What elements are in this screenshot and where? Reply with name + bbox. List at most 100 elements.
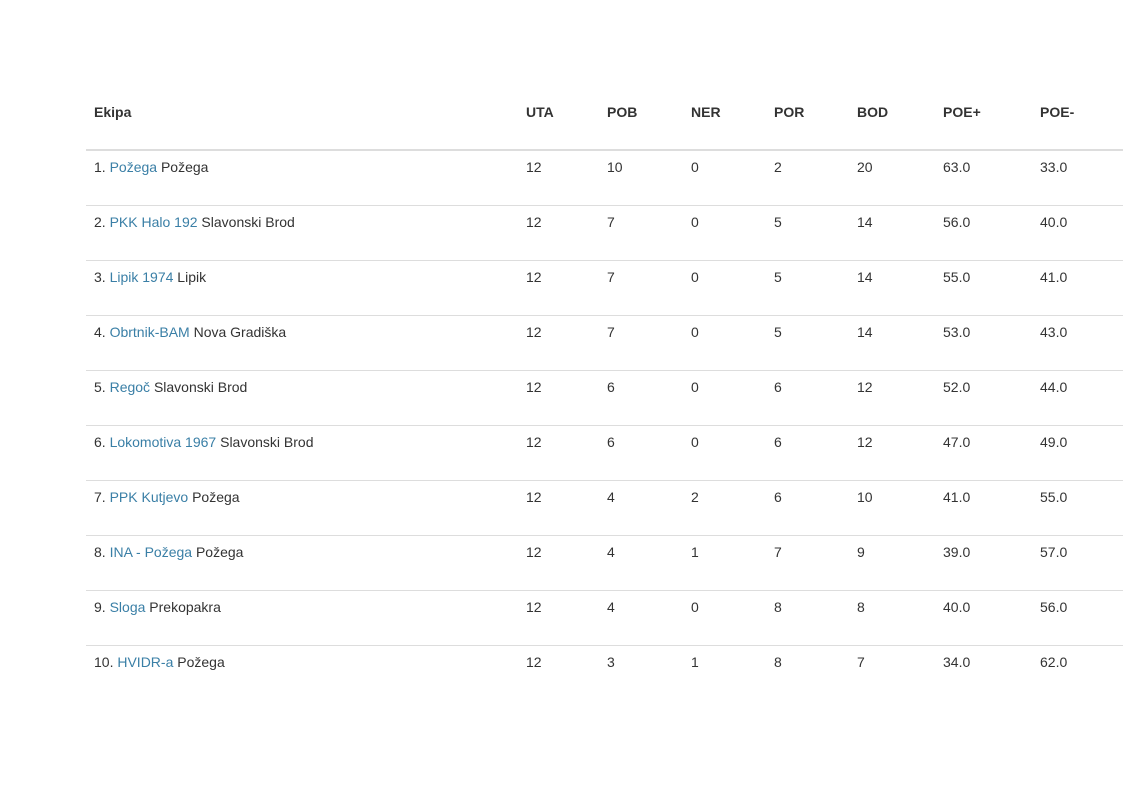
stat-bod: 12 [849,370,935,426]
stat-uta: 12 [518,370,599,426]
stat-ner: 2 [683,480,766,536]
stat-pob: 7 [599,260,683,316]
stat-ner: 0 [683,260,766,316]
team-name-link[interactable]: PPK Kutjevo [109,489,189,505]
table-row: 7. PPK Kutjevo Požega 12 4 2 6 10 41.0 55.0 [86,480,1123,536]
stat-bod: 12 [849,425,935,481]
team-cell: 10. HVIDR-a Požega [86,646,518,701]
table-row: 2. PKK Halo 192 Slavonski Brod 12 7 0 5 14 56.… [86,205,1123,261]
stat-poe-plus: 39.0 [935,535,1032,591]
header-por: POR [766,85,849,151]
stat-ner: 1 [691,654,699,670]
stat-por: 2 [766,150,849,206]
team-city: Požega [192,489,240,505]
standings-table: Ekipa UTA POB NER POR BOD POE+ POE- 1. P… [86,85,1123,700]
team-name-link[interactable]: Obrtnik-BAM [109,324,190,340]
stat-bod: 7 [857,654,865,670]
table-row: 3. Lipik 1974 Lipik 12 7 0 5 14 55.0 41.0 [86,260,1123,316]
stat-poe-plus: 53.0 [935,315,1032,371]
team-name-link[interactable]: Požega [109,159,158,175]
stat-ner: 0 [683,590,766,646]
table-row: 8. INA - Požega Požega 12 4 1 7 9 39.0 57.0 [86,535,1123,591]
stat-uta: 12 [518,480,599,536]
table-row: 4. Obrtnik-BAM Nova Gradiška 12 7 0 5 14 53.0 4… [86,315,1123,371]
stat-bod: 14 [849,205,935,261]
team-city: Slavonski Brod [220,434,314,450]
team-cell: 4. Obrtnik-BAM Nova Gradiška [86,315,518,371]
stat-poe-plus: 40.0 [935,590,1032,646]
stat-poe-plus: 52.0 [935,370,1032,426]
rank-number: 9. [94,599,106,615]
table-row: 1. Požega Požega 12 10 0 2 20 63.0 33.0 [86,150,1123,206]
rank-number: 2. [94,214,106,230]
stat-poe-minus: 40.0 [1032,205,1123,261]
stat-uta: 12 [518,425,599,481]
stat-por: 8 [766,590,849,646]
rank-number: 1. [94,159,106,175]
stat-por: 5 [766,205,849,261]
table-row: 6. Lokomotiva 1967 Slavonski Brod 12 6 0 6 12… [86,425,1123,481]
team-cell: 5. Regoč Slavonski Brod [86,370,518,426]
header-bod: BOD [849,85,935,151]
stat-poe-minus: 57.0 [1032,535,1123,591]
stat-uta: 12 [518,590,599,646]
stat-poe-minus: 33.0 [1032,150,1123,206]
stat-poe-plus: 63.0 [935,150,1032,206]
stat-poe-minus: 41.0 [1032,260,1123,316]
table-row: 5. Regoč Slavonski Brod 12 6 0 6 12 52.0 44.0 [86,370,1123,426]
stat-poe-minus: 49.0 [1032,425,1123,481]
stat-uta: 12 [526,654,542,670]
stat-poe-plus: 47.0 [935,425,1032,481]
stat-por: 7 [766,535,849,591]
rank-number: 8. [94,544,106,560]
stat-bod: 14 [849,260,935,316]
table-header: Ekipa UTA POB NER POR BOD POE+ POE- [86,85,1123,151]
stat-poe-minus: 44.0 [1032,370,1123,426]
stat-pob: 7 [599,205,683,261]
stat-bod: 8 [849,590,935,646]
stat-uta: 12 [518,150,599,206]
stat-pob: 4 [599,535,683,591]
stat-bod: 20 [849,150,935,206]
team-name-link[interactable]: INA - Požega [109,544,193,560]
team-name-link[interactable]: HVIDR-a [117,654,174,670]
team-city: Lipik [177,269,207,285]
team-name-link[interactable]: Sloga [109,599,146,615]
stat-poe-minus: 56.0 [1032,590,1123,646]
header-team: Ekipa [86,85,518,151]
stat-poe-plus: 56.0 [935,205,1032,261]
stat-bod: 10 [849,480,935,536]
rank-number: 6. [94,434,106,450]
stat-pob: 7 [599,315,683,371]
stat-poe-plus: 41.0 [935,480,1032,536]
stat-poe-plus: 55.0 [935,260,1032,316]
stat-por: 6 [766,425,849,481]
header-ner: NER [683,85,766,151]
table-body: 1. Požega Požega 12 10 0 2 20 63.0 33.0 2. PKK H… [86,150,1123,700]
rank-number: 5. [94,379,106,395]
rank-number: 4. [94,324,106,340]
team-name-link[interactable]: Lipik 1974 [109,269,174,285]
team-city: Slavonski Brod [201,214,295,230]
stat-poe-plus: 34.0 [943,654,971,670]
stat-pob: 4 [599,480,683,536]
team-city: Požega [177,654,225,670]
stat-uta: 12 [518,315,599,371]
stat-por: 6 [766,370,849,426]
team-cell: 2. PKK Halo 192 Slavonski Brod [86,205,518,261]
stat-bod: 14 [849,315,935,371]
header-poe-minus: POE- [1032,85,1123,151]
team-cell: 7. PPK Kutjevo Požega [86,480,518,536]
header-pob: POB [599,85,683,151]
stat-por: 8 [774,654,782,670]
team-name-link[interactable]: PKK Halo 192 [109,214,198,230]
stat-pob: 6 [599,370,683,426]
team-name-link[interactable]: Lokomotiva 1967 [109,434,217,450]
stat-bod: 9 [849,535,935,591]
team-cell: 8. INA - Požega Požega [86,535,518,591]
team-name-link[interactable]: Regoč [109,379,151,395]
stat-poe-minus: 55.0 [1032,480,1123,536]
stat-ner: 0 [683,205,766,261]
team-city: Nova Gradiška [193,324,287,340]
team-city: Prekopakra [149,599,221,615]
